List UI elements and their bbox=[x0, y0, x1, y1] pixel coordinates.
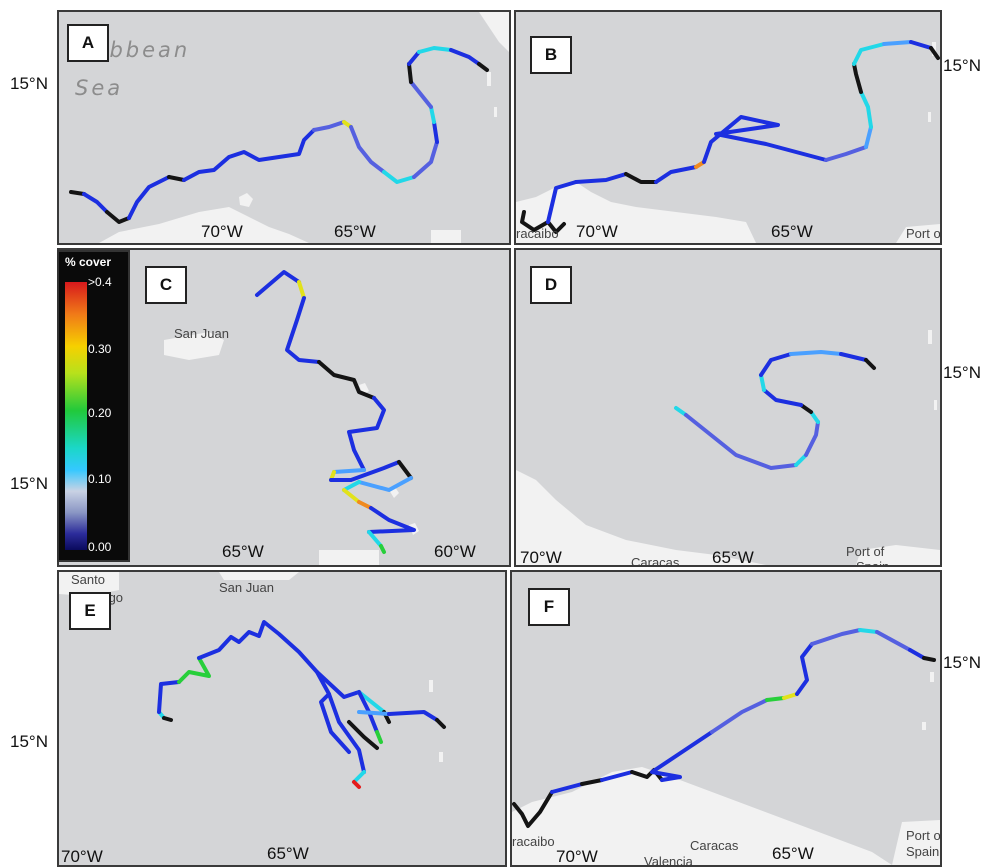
map-panel-d-canvas bbox=[516, 250, 940, 565]
panel-label-d: D bbox=[530, 266, 572, 304]
place-label-valencia: Valencia bbox=[644, 854, 693, 867]
lon-tick-65w: 65°W bbox=[771, 222, 813, 242]
cover-track-d bbox=[676, 352, 874, 468]
lat-label-row3-right: 15°N bbox=[943, 653, 981, 673]
place-label-san-juan: San Juan bbox=[219, 580, 274, 595]
map-panel-a: ribbean Sea A 70°W 65°W bbox=[57, 10, 511, 245]
place-label-port-of: Port of bbox=[846, 544, 884, 559]
lon-tick-70w: 70°W bbox=[201, 222, 243, 242]
place-label-port-of: Port o bbox=[906, 828, 941, 843]
land-masses bbox=[516, 42, 940, 243]
place-label-port-of-spain: Port o bbox=[906, 226, 941, 241]
land-masses bbox=[512, 672, 940, 865]
map-panel-e-canvas bbox=[59, 572, 505, 865]
lon-tick-65w: 65°W bbox=[222, 542, 264, 562]
lat-label-row1-right: 15°N bbox=[943, 56, 981, 76]
sea-label-sea: Sea bbox=[75, 76, 123, 100]
lon-tick-70w: 70°W bbox=[520, 548, 562, 567]
legend-title: % cover bbox=[65, 255, 111, 269]
place-label-spain: Spain bbox=[856, 559, 889, 567]
cover-track-a bbox=[71, 48, 487, 222]
cover-track-c bbox=[257, 272, 414, 552]
lat-label-row2-right: 15°N bbox=[943, 363, 981, 383]
panel-label-a: A bbox=[67, 24, 109, 62]
panel-label-f: F bbox=[528, 588, 570, 626]
lon-tick-70w: 70°W bbox=[61, 847, 103, 867]
place-label-santo: Santo bbox=[71, 572, 105, 587]
lon-tick-65w: 65°W bbox=[772, 844, 814, 864]
legend-tick-000: 0.00 bbox=[88, 540, 111, 554]
legend-tick-max: >0.4 bbox=[88, 275, 112, 289]
legend-tick-020: 0.20 bbox=[88, 406, 111, 420]
map-panel-b: B racaibo Port o 70°W 65°W bbox=[514, 10, 942, 245]
legend-color-bar bbox=[65, 282, 87, 550]
place-label-spain: Spain bbox=[906, 844, 939, 859]
lat-label-row2-left: 15°N bbox=[10, 474, 48, 494]
lon-tick-65w: 65°W bbox=[334, 222, 376, 242]
lat-label-row1-left: 15°N bbox=[10, 74, 48, 94]
map-panel-f-canvas bbox=[512, 572, 940, 865]
panel-label-b: B bbox=[530, 36, 572, 74]
lon-tick-65w: 65°W bbox=[267, 844, 309, 864]
place-label-caracas: Caracas bbox=[690, 838, 738, 853]
panel-label-c: C bbox=[145, 266, 187, 304]
map-panel-f: F racaibo Caracas Valencia Port o Spain … bbox=[510, 570, 942, 867]
lon-tick-70w: 70°W bbox=[556, 847, 598, 867]
place-label-maracaibo: racaibo bbox=[512, 834, 555, 849]
lon-tick-70w: 70°W bbox=[576, 222, 618, 242]
lon-tick-65w: 65°W bbox=[712, 548, 754, 567]
place-label-maracaibo: racaibo bbox=[516, 226, 559, 241]
lat-label-row3-left: 15°N bbox=[10, 732, 48, 752]
legend-tick-030: 0.30 bbox=[88, 342, 111, 356]
place-label-san-juan: San Juan bbox=[174, 326, 229, 341]
cover-track-e bbox=[159, 622, 444, 787]
legend-tick-010: 0.10 bbox=[88, 472, 111, 486]
place-label-caracas: Caracas bbox=[631, 555, 679, 567]
map-panel-b-canvas bbox=[516, 12, 940, 243]
map-panel-d: D Caracas Port of Spain 70°W 65°W bbox=[514, 248, 942, 567]
panel-label-e: E bbox=[69, 592, 111, 630]
lon-tick-60w: 60°W bbox=[434, 542, 476, 562]
map-panel-e: E Santo Domingo San Juan 70°W 65°W bbox=[57, 570, 507, 867]
color-legend: % cover >0.4 0.30 0.20 0.10 0.00 bbox=[57, 250, 130, 562]
